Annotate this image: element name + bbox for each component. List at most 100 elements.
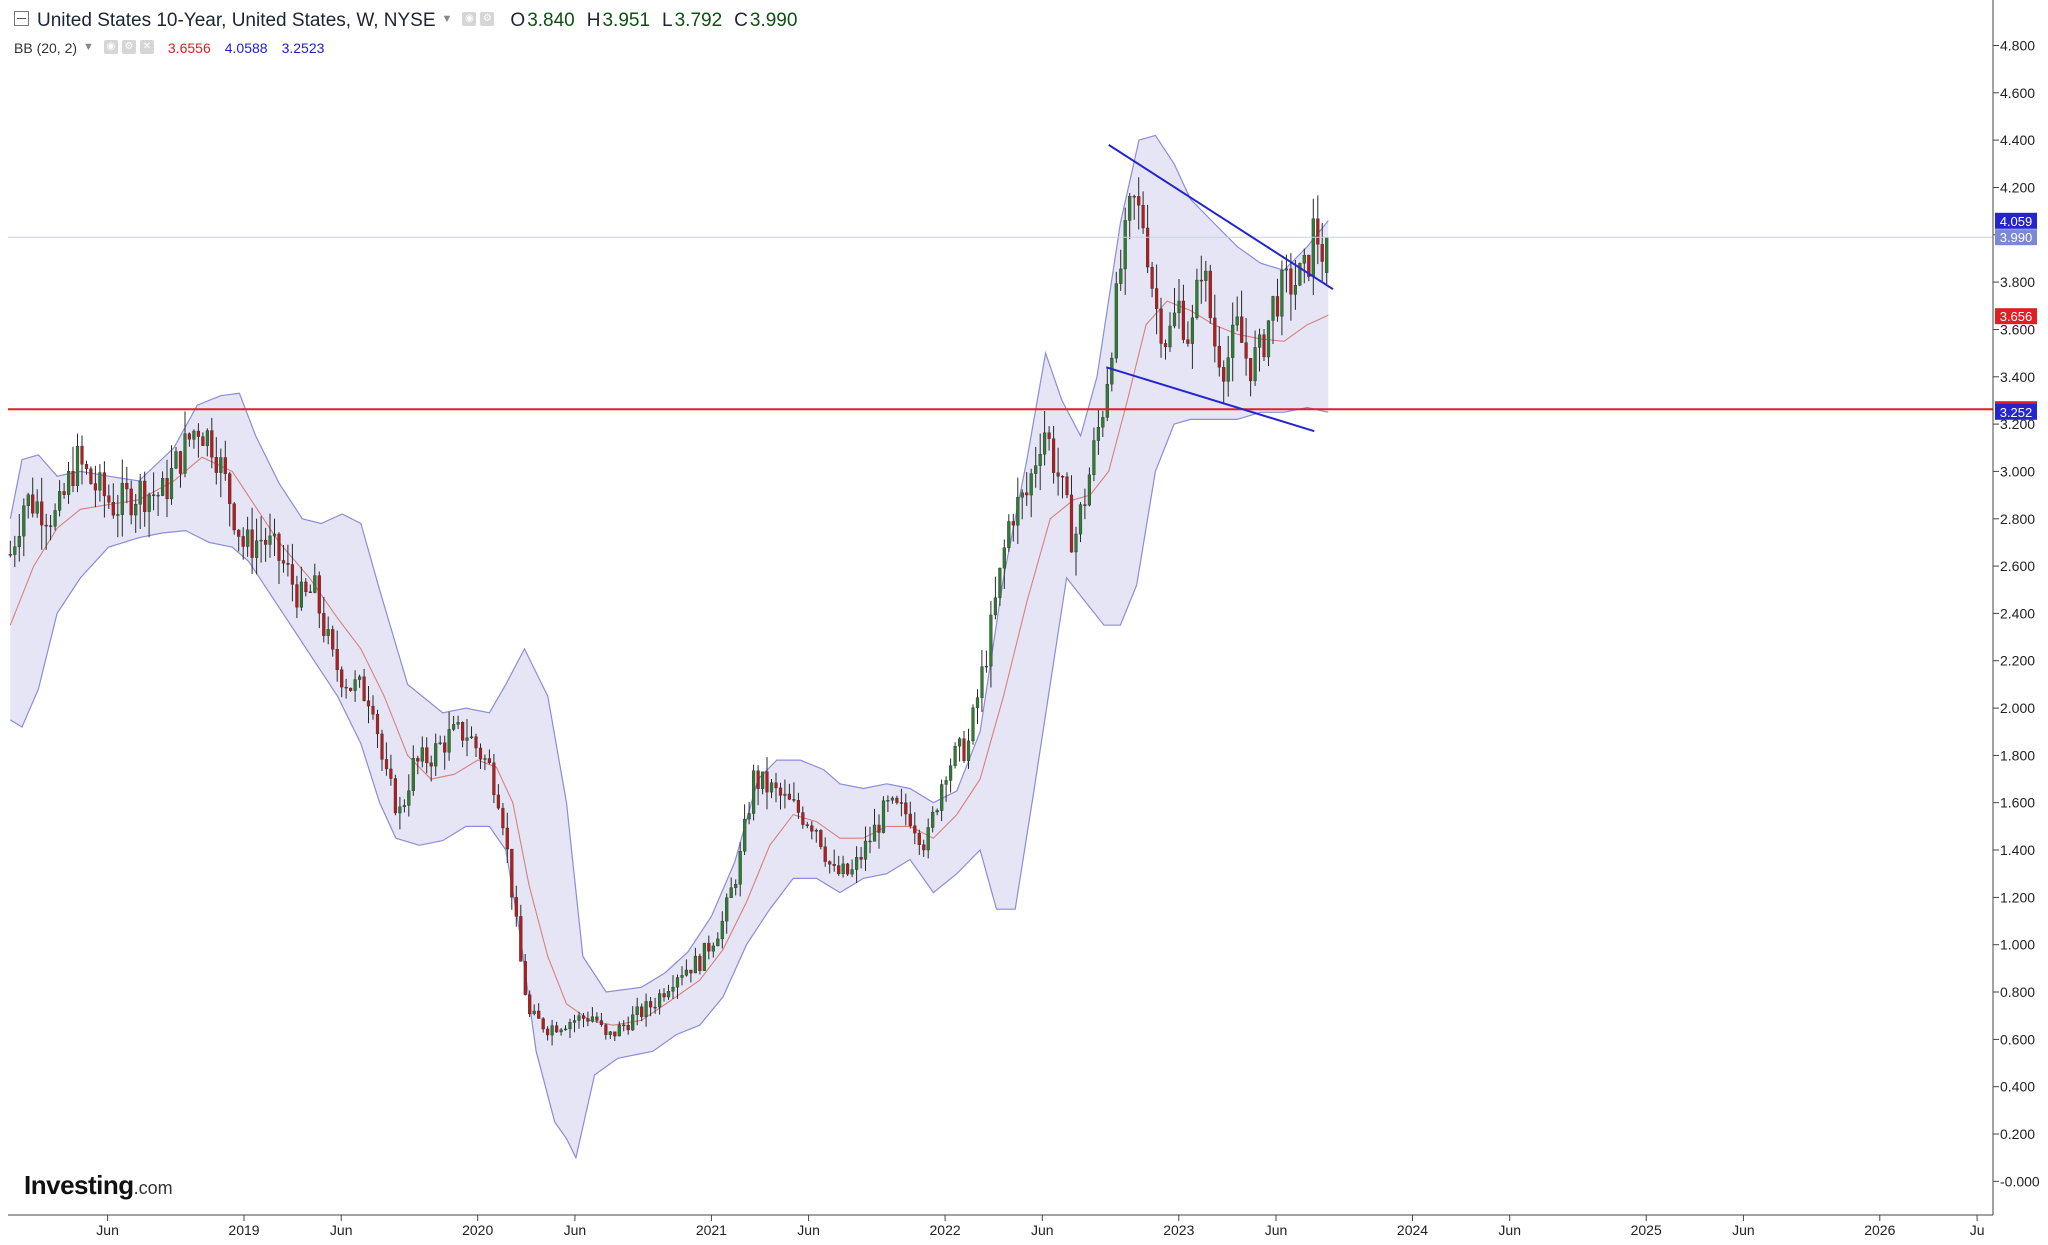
candle[interactable] [953, 742, 957, 769]
candle[interactable] [966, 728, 971, 769]
candle[interactable] [344, 678, 348, 699]
candle[interactable] [326, 616, 330, 645]
candle[interactable] [1275, 278, 1280, 322]
candle[interactable] [1213, 294, 1217, 363]
candle[interactable] [890, 796, 894, 804]
candle[interactable] [899, 788, 903, 817]
candle[interactable] [192, 429, 196, 449]
candle[interactable] [640, 1003, 644, 1022]
candle[interactable] [501, 803, 505, 836]
candle[interactable] [805, 821, 809, 829]
candle[interactable] [151, 472, 156, 511]
candle[interactable] [653, 997, 657, 1014]
candle[interactable] [801, 806, 805, 829]
candle[interactable] [1190, 304, 1194, 369]
candle[interactable] [147, 492, 151, 538]
candle[interactable] [138, 474, 142, 529]
candle[interactable] [58, 480, 62, 517]
trendline-lower[interactable] [1106, 366, 1315, 433]
candle[interactable] [926, 818, 930, 859]
candle[interactable] [756, 765, 760, 806]
candle[interactable] [1007, 514, 1011, 552]
candle[interactable] [277, 532, 281, 584]
candle[interactable] [254, 518, 259, 575]
price-label[interactable]: 3.990 [1995, 229, 2037, 246]
candle[interactable] [962, 730, 966, 763]
candle[interactable] [241, 527, 245, 560]
candle[interactable] [264, 527, 268, 562]
candle[interactable] [998, 567, 1002, 606]
candle[interactable] [1029, 468, 1033, 518]
candle[interactable] [8, 540, 12, 558]
candle[interactable] [1240, 290, 1244, 343]
settings-icon[interactable]: ⚙ [480, 11, 495, 26]
candle[interactable] [613, 1031, 617, 1041]
candle[interactable] [666, 984, 671, 1000]
candle[interactable] [322, 596, 326, 643]
candle[interactable] [975, 689, 980, 724]
candle[interactable] [904, 793, 908, 826]
candle[interactable] [783, 779, 787, 809]
candle[interactable] [658, 989, 662, 1015]
candle[interactable] [1060, 475, 1065, 499]
candle[interactable] [810, 821, 814, 840]
candle[interactable] [469, 726, 474, 739]
candle[interactable] [769, 779, 774, 799]
candle[interactable] [398, 796, 402, 830]
candle[interactable] [358, 674, 362, 688]
candle[interactable] [734, 879, 738, 896]
candle[interactable] [823, 837, 827, 867]
price-label[interactable]: 4.059 [1995, 212, 2037, 229]
candle[interactable] [1195, 268, 1199, 320]
candle[interactable] [49, 515, 53, 541]
candle[interactable] [541, 1017, 545, 1033]
candle[interactable] [223, 440, 227, 481]
candle[interactable] [1199, 255, 1203, 304]
collapse-icon[interactable] [14, 11, 29, 27]
candle[interactable] [443, 735, 447, 770]
candle[interactable] [1235, 296, 1239, 332]
candle[interactable] [1020, 489, 1024, 520]
candle[interactable] [1002, 539, 1006, 590]
candle[interactable] [402, 799, 406, 813]
candle[interactable] [483, 754, 487, 771]
candle[interactable] [850, 859, 854, 878]
candle[interactable] [662, 988, 666, 1002]
candle[interactable] [1065, 472, 1069, 499]
candle[interactable] [17, 514, 21, 562]
candle[interactable] [1038, 433, 1042, 491]
candle[interactable] [832, 849, 836, 872]
indicator-title[interactable]: BB (20, 2) [14, 40, 78, 56]
candle[interactable] [1114, 271, 1118, 363]
candle[interactable] [917, 829, 921, 855]
candle[interactable] [559, 1028, 563, 1036]
candle[interactable] [1047, 426, 1051, 451]
candle[interactable] [1042, 411, 1047, 466]
candle[interactable] [859, 846, 863, 869]
candle[interactable] [1101, 410, 1105, 437]
candle[interactable] [35, 489, 39, 518]
candle[interactable] [1181, 284, 1185, 344]
candle[interactable] [353, 670, 357, 702]
candle[interactable] [295, 575, 299, 619]
price-label[interactable]: 3.252 [1995, 403, 2037, 420]
candle[interactable] [371, 695, 375, 720]
candle[interactable] [1298, 262, 1302, 287]
candle[interactable] [586, 1011, 590, 1027]
candle[interactable] [80, 435, 84, 485]
time-axis[interactable]: Jun 2019 Jun 2020 Jun 2021 Jun 2022 Jun 2023 Jun 20… [96, 1215, 1984, 1238]
candle[interactable] [1034, 446, 1038, 488]
candle[interactable] [1316, 195, 1320, 265]
candle[interactable] [1016, 477, 1020, 544]
candle[interactable] [564, 1025, 568, 1031]
candle[interactable] [66, 462, 71, 504]
candle[interactable] [134, 494, 138, 533]
candle[interactable] [944, 776, 948, 802]
candle[interactable] [304, 578, 308, 597]
candle[interactable] [550, 1019, 554, 1046]
candle[interactable] [698, 953, 702, 975]
candle[interactable] [1163, 339, 1168, 360]
candle[interactable] [53, 503, 57, 531]
candle[interactable] [84, 460, 89, 475]
